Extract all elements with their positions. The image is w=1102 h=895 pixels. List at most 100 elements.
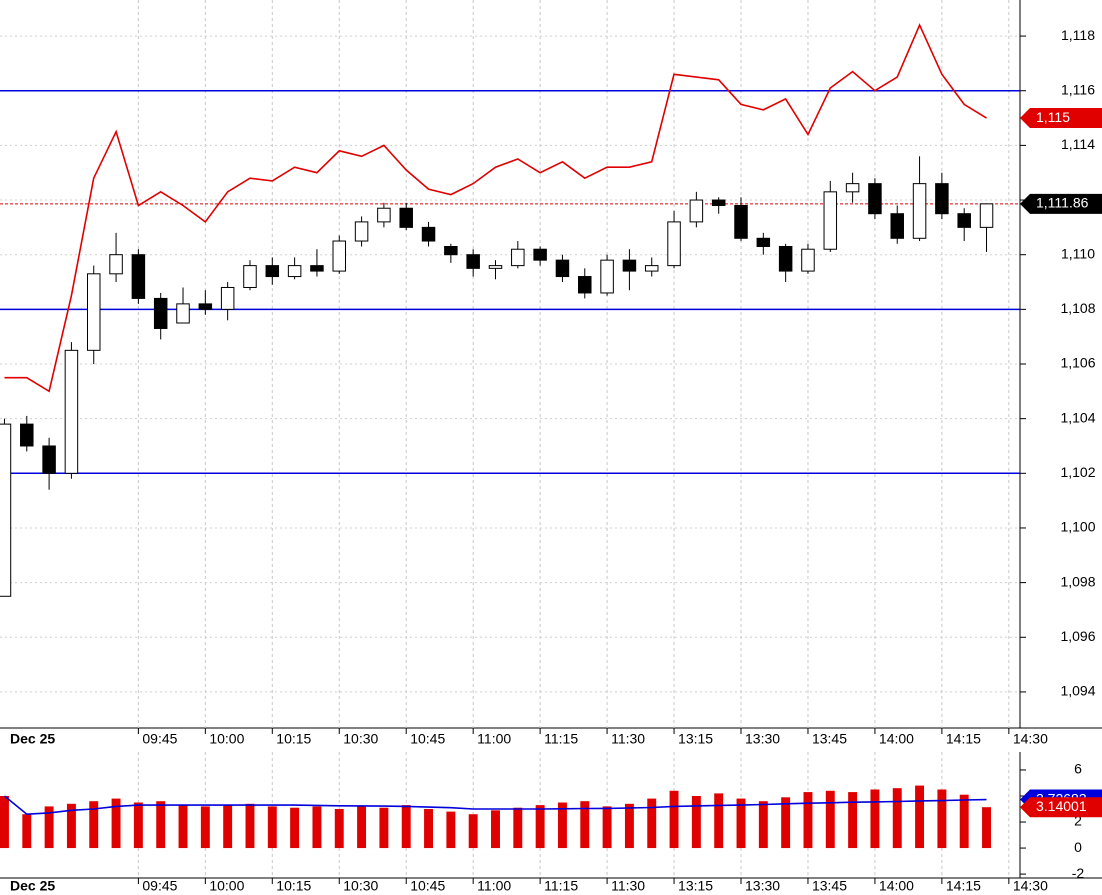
volume-bar bbox=[580, 801, 590, 849]
y-tick-label: 1,096 bbox=[1060, 628, 1095, 644]
candle-body bbox=[265, 265, 280, 278]
candle-body bbox=[555, 259, 570, 278]
volume-bar bbox=[178, 805, 188, 849]
candle-body bbox=[176, 303, 190, 324]
volume-bar bbox=[0, 795, 9, 849]
candle-body bbox=[377, 207, 391, 223]
candle-body bbox=[845, 183, 860, 193]
candle-body bbox=[711, 199, 726, 207]
volume-bar bbox=[357, 806, 367, 849]
volume-bar bbox=[334, 809, 344, 849]
x-tick-label: 13:30 bbox=[745, 731, 780, 747]
x-tick-label: 10:00 bbox=[209, 731, 244, 747]
x-tick-label: 14:30 bbox=[1013, 878, 1048, 894]
x-tick-label: 09:45 bbox=[142, 731, 177, 747]
volume-bar bbox=[892, 788, 902, 849]
volume-bar bbox=[424, 809, 433, 849]
candle-body bbox=[912, 183, 927, 239]
candle-body bbox=[622, 259, 637, 272]
y-tick-label: 2 bbox=[1074, 813, 1082, 829]
candle-body bbox=[198, 303, 213, 310]
candle-body bbox=[979, 203, 994, 228]
candle-body bbox=[153, 297, 168, 329]
x-tick-label: 13:15 bbox=[678, 731, 713, 747]
volume-bar bbox=[848, 792, 858, 849]
candle-body bbox=[488, 265, 503, 269]
y-tick-label: 1,100 bbox=[1060, 519, 1095, 535]
candle-body bbox=[868, 183, 882, 215]
volume-bar bbox=[781, 797, 791, 849]
x-tick-label: 11:15 bbox=[544, 878, 578, 894]
volume-bar bbox=[66, 803, 76, 849]
date-label: Dec 25 bbox=[10, 878, 55, 894]
volume-bar bbox=[959, 794, 969, 849]
volume-bar bbox=[312, 806, 322, 849]
last-price-label-box bbox=[1020, 193, 1102, 214]
volume-bar bbox=[379, 807, 389, 849]
y-tick-label: 1,106 bbox=[1060, 355, 1095, 371]
x-tick-label: 10:30 bbox=[343, 878, 378, 894]
candle-body bbox=[823, 191, 838, 250]
candle-body bbox=[890, 213, 904, 239]
candle-body bbox=[511, 248, 525, 267]
y-tick-label: 1,094 bbox=[1060, 683, 1095, 699]
y-tick-label: 1,102 bbox=[1060, 464, 1095, 480]
x-tick-label: 13:45 bbox=[812, 731, 847, 747]
volume-bar bbox=[714, 793, 724, 849]
x-tick-label: 10:45 bbox=[410, 878, 445, 894]
candle-body bbox=[220, 286, 235, 310]
y-tick-label: 1,108 bbox=[1060, 300, 1095, 316]
volume-bar bbox=[468, 814, 478, 849]
y-tick-label: 1,114 bbox=[1061, 136, 1095, 152]
volume-bar bbox=[669, 790, 679, 849]
volume-bar bbox=[44, 806, 54, 849]
y-tick-label: 1,118 bbox=[1061, 27, 1095, 43]
candle-body bbox=[444, 245, 458, 256]
candle-body bbox=[935, 183, 949, 215]
volume-bar bbox=[133, 802, 143, 849]
volume-bar bbox=[401, 805, 411, 849]
candle-body bbox=[778, 245, 793, 272]
candle-body bbox=[0, 423, 12, 597]
candle-body bbox=[310, 265, 324, 272]
volume-bar bbox=[624, 803, 634, 849]
x-tick-label: 14:15 bbox=[946, 878, 981, 894]
volume-bar bbox=[491, 810, 500, 849]
candle-body bbox=[644, 265, 659, 272]
volume-bar bbox=[602, 806, 612, 849]
volume-bar bbox=[267, 806, 277, 849]
x-tick-label: 11:00 bbox=[477, 878, 511, 894]
x-tick-label: 11:00 bbox=[477, 731, 511, 747]
y-tick-label: 1,116 bbox=[1061, 81, 1095, 97]
y-tick-label: 1,098 bbox=[1060, 573, 1095, 589]
volume-bar bbox=[736, 798, 746, 849]
series-last-label-box bbox=[1020, 108, 1102, 129]
candle-body bbox=[64, 349, 79, 474]
x-tick-label: 14:15 bbox=[946, 731, 981, 747]
y-tick-label: -2 bbox=[1072, 865, 1085, 881]
x-tick-label: 14:00 bbox=[879, 731, 914, 747]
x-tick-label: 10:15 bbox=[276, 878, 311, 894]
candle-body bbox=[466, 254, 480, 269]
candle-body bbox=[243, 265, 257, 288]
volume-bar bbox=[758, 801, 768, 849]
x-tick-label: 13:45 bbox=[812, 878, 847, 894]
candle-body bbox=[42, 445, 56, 474]
series-last-label: 1,115 bbox=[1036, 109, 1070, 125]
y-tick-label: 6 bbox=[1074, 761, 1082, 777]
x-tick-label: 14:30 bbox=[1013, 731, 1048, 747]
candle-body bbox=[20, 423, 34, 447]
average-line bbox=[3, 795, 987, 816]
x-tick-label: 13:15 bbox=[678, 878, 713, 894]
volume-bar bbox=[200, 806, 210, 849]
x-tick-label: 09:45 bbox=[142, 878, 177, 894]
candle-body bbox=[86, 273, 101, 351]
candle-body bbox=[734, 205, 748, 239]
candle-body bbox=[957, 213, 971, 228]
candle-body bbox=[399, 207, 413, 228]
line-series bbox=[4, 23, 987, 393]
y-tick-label: 1,104 bbox=[1060, 409, 1095, 425]
candle-body bbox=[287, 265, 302, 278]
volume-bar bbox=[89, 801, 99, 849]
